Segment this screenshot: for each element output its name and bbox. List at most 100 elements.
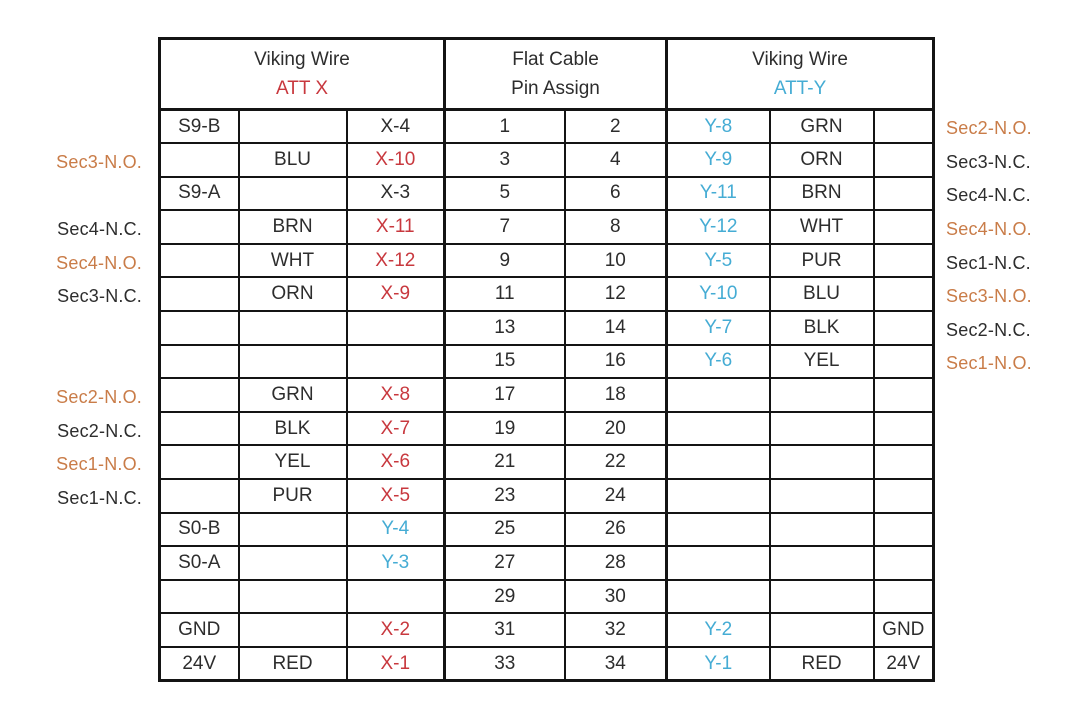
cell-y-wire-color: BLU xyxy=(768,276,875,313)
cell-flat-cable-even-pin: 20 xyxy=(563,410,668,447)
cell-y-wire-color: RED xyxy=(768,646,875,682)
left-section-label xyxy=(0,112,142,146)
cell-x-pin: X-1 xyxy=(345,646,446,682)
table-row: 13 14 Y-7 BLK xyxy=(158,310,935,346)
cell-flat-cable-even-pin: 24 xyxy=(563,478,668,514)
cell-y-terminal: GND xyxy=(872,612,935,648)
cell-flat-cable-odd-pin: 17 xyxy=(443,377,566,413)
cell-flat-cable-even-pin: 2 xyxy=(563,108,668,145)
cell-flat-cable-odd-pin: 27 xyxy=(443,545,566,581)
cell-y-terminal xyxy=(872,545,935,581)
cell-x-signal: S9-B xyxy=(158,108,240,145)
left-section-label: Sec3-N.O. xyxy=(56,151,142,172)
cell-flat-cable-even-pin: 34 xyxy=(563,646,668,682)
cell-flat-cable-even-pin: 8 xyxy=(563,209,668,245)
header-spacer-left xyxy=(0,37,142,112)
header-att-x-subtitle: ATT X xyxy=(275,77,329,99)
cell-flat-cable-even-pin: 4 xyxy=(563,142,668,178)
cell-x-wire-color xyxy=(237,545,348,581)
table-row: GRN X-8 17 18 xyxy=(158,377,935,413)
pin-assignment-table: Viking Wire ATT X Flat Cable Pin Assign … xyxy=(158,37,936,683)
table-row: WHT X-12 9 10 Y-5 PUR xyxy=(158,242,935,279)
table-row: 24V RED X-1 33 34 Y-1 RED 24V xyxy=(158,646,935,682)
table-row: YEL X-6 21 22 xyxy=(158,444,935,481)
cell-x-pin: Y-3 xyxy=(345,545,446,581)
right-section-label xyxy=(946,381,1080,415)
cell-flat-cable-odd-pin: 7 xyxy=(443,209,566,245)
cell-y-pin xyxy=(665,578,771,615)
left-labels: Sec3-N.O. Sec4-N.C. Sec4-N.O. Sec3-N.C. Sec2… xyxy=(0,37,158,683)
cell-y-wire-color xyxy=(768,444,875,481)
left-section-label: Sec1-N.O. xyxy=(56,454,142,475)
table-row: S0-B Y-4 25 26 xyxy=(158,511,935,548)
cell-flat-cable-even-pin: 32 xyxy=(563,612,668,648)
table-row: BRN X-11 7 8 Y-12 WHT xyxy=(158,209,935,245)
table-row: PUR X-5 23 24 xyxy=(158,478,935,514)
left-section-label xyxy=(0,549,142,583)
cell-x-wire-color: BLU xyxy=(237,142,348,178)
cell-y-terminal xyxy=(872,478,935,514)
cell-x-pin: X-5 xyxy=(345,478,446,514)
cell-y-pin: Y-8 xyxy=(665,108,771,145)
table-row: BLK X-7 19 20 xyxy=(158,410,935,447)
cell-x-pin xyxy=(345,310,446,346)
cell-flat-cable-even-pin: 30 xyxy=(563,578,668,615)
cell-x-signal: S9-A xyxy=(158,175,240,212)
cell-y-pin: Y-2 xyxy=(665,612,771,648)
cell-x-pin: X-6 xyxy=(345,444,446,481)
right-section-label xyxy=(946,448,1080,482)
table-row: GND X-2 31 32 Y-2 GND xyxy=(158,612,935,648)
cell-y-pin xyxy=(665,545,771,581)
cell-y-wire-color xyxy=(768,410,875,447)
cell-x-signal xyxy=(158,209,240,245)
cell-flat-cable-odd-pin: 9 xyxy=(443,242,566,279)
cell-y-pin xyxy=(665,444,771,481)
left-section-label xyxy=(0,314,142,348)
cell-flat-cable-even-pin: 10 xyxy=(563,242,668,279)
table-row: ORN X-9 11 12 Y-10 BLU xyxy=(158,276,935,313)
cell-flat-cable-odd-pin: 5 xyxy=(443,175,566,212)
cell-y-pin xyxy=(665,511,771,548)
cell-x-wire-color xyxy=(237,578,348,615)
header-att-y-subtitle: ATT-Y xyxy=(773,77,827,99)
cell-y-terminal xyxy=(872,343,935,380)
right-section-label: Sec3-N.O. xyxy=(946,286,1032,307)
left-section-label xyxy=(0,179,142,213)
cell-x-signal: GND xyxy=(158,612,240,648)
cell-y-wire-color: BLK xyxy=(768,310,875,346)
cell-flat-cable-even-pin: 12 xyxy=(563,276,668,313)
cell-x-wire-color: YEL xyxy=(237,444,348,481)
right-section-label xyxy=(946,549,1080,583)
cell-flat-cable-even-pin: 26 xyxy=(563,511,668,548)
cell-y-pin: Y-6 xyxy=(665,343,771,380)
cell-x-wire-color: ORN xyxy=(237,276,348,313)
cell-y-terminal xyxy=(872,410,935,447)
left-section-label xyxy=(0,582,142,616)
cell-x-wire-color xyxy=(237,343,348,380)
cell-x-wire-color xyxy=(237,310,348,346)
cell-x-wire-color: PUR xyxy=(237,478,348,514)
header-flat-cable-title: Flat Cable xyxy=(512,48,599,70)
right-section-label xyxy=(946,515,1080,549)
cell-y-terminal xyxy=(872,578,935,615)
cell-flat-cable-odd-pin: 15 xyxy=(443,343,566,380)
header-viking-wire-att-y: Viking Wire ATT-Y xyxy=(665,37,935,111)
cell-x-pin: X-2 xyxy=(345,612,446,648)
cell-y-pin: Y-7 xyxy=(665,310,771,346)
cell-y-terminal xyxy=(872,242,935,279)
cell-x-signal: S0-A xyxy=(158,545,240,581)
cell-x-pin xyxy=(345,578,446,615)
left-section-label xyxy=(0,515,142,549)
cell-y-terminal xyxy=(872,209,935,245)
cell-y-pin: Y-11 xyxy=(665,175,771,212)
cell-y-pin: Y-12 xyxy=(665,209,771,245)
wiring-pin-assignment-page: Sec3-N.O. Sec4-N.C. Sec4-N.O. Sec3-N.C. Sec2… xyxy=(0,37,1080,683)
cell-x-signal xyxy=(158,410,240,447)
left-section-label xyxy=(0,650,142,684)
cell-flat-cable-even-pin: 14 xyxy=(563,310,668,346)
cell-x-signal xyxy=(158,478,240,514)
cell-y-pin: Y-1 xyxy=(665,646,771,682)
cell-x-signal xyxy=(158,142,240,178)
cell-x-pin: X-3 xyxy=(345,175,446,212)
cell-x-wire-color: BLK xyxy=(237,410,348,447)
